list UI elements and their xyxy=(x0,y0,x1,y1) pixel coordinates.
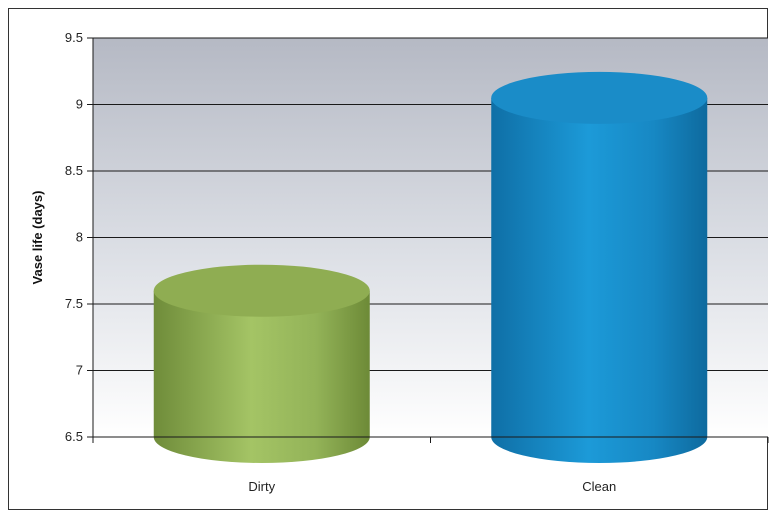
y-tick-label: 7.5 xyxy=(65,296,83,311)
x-category-label: Dirty xyxy=(248,479,275,494)
bar-body xyxy=(153,290,370,464)
bar-top xyxy=(491,71,708,124)
bar-body xyxy=(491,97,708,464)
y-tick-label: 7 xyxy=(76,363,83,378)
y-tick-label: 8.5 xyxy=(65,163,83,178)
y-tick-label: 9 xyxy=(76,97,83,112)
x-category-label: Clean xyxy=(582,479,616,494)
bar-clean xyxy=(491,71,708,464)
y-tick-label: 9.5 xyxy=(65,30,83,45)
y-tick-label: 6.5 xyxy=(65,429,83,444)
bar-top xyxy=(153,264,370,317)
y-tick-label: 8 xyxy=(76,230,83,245)
y-axis-title: Vase life (days) xyxy=(30,191,45,285)
bar-dirty xyxy=(153,264,370,464)
